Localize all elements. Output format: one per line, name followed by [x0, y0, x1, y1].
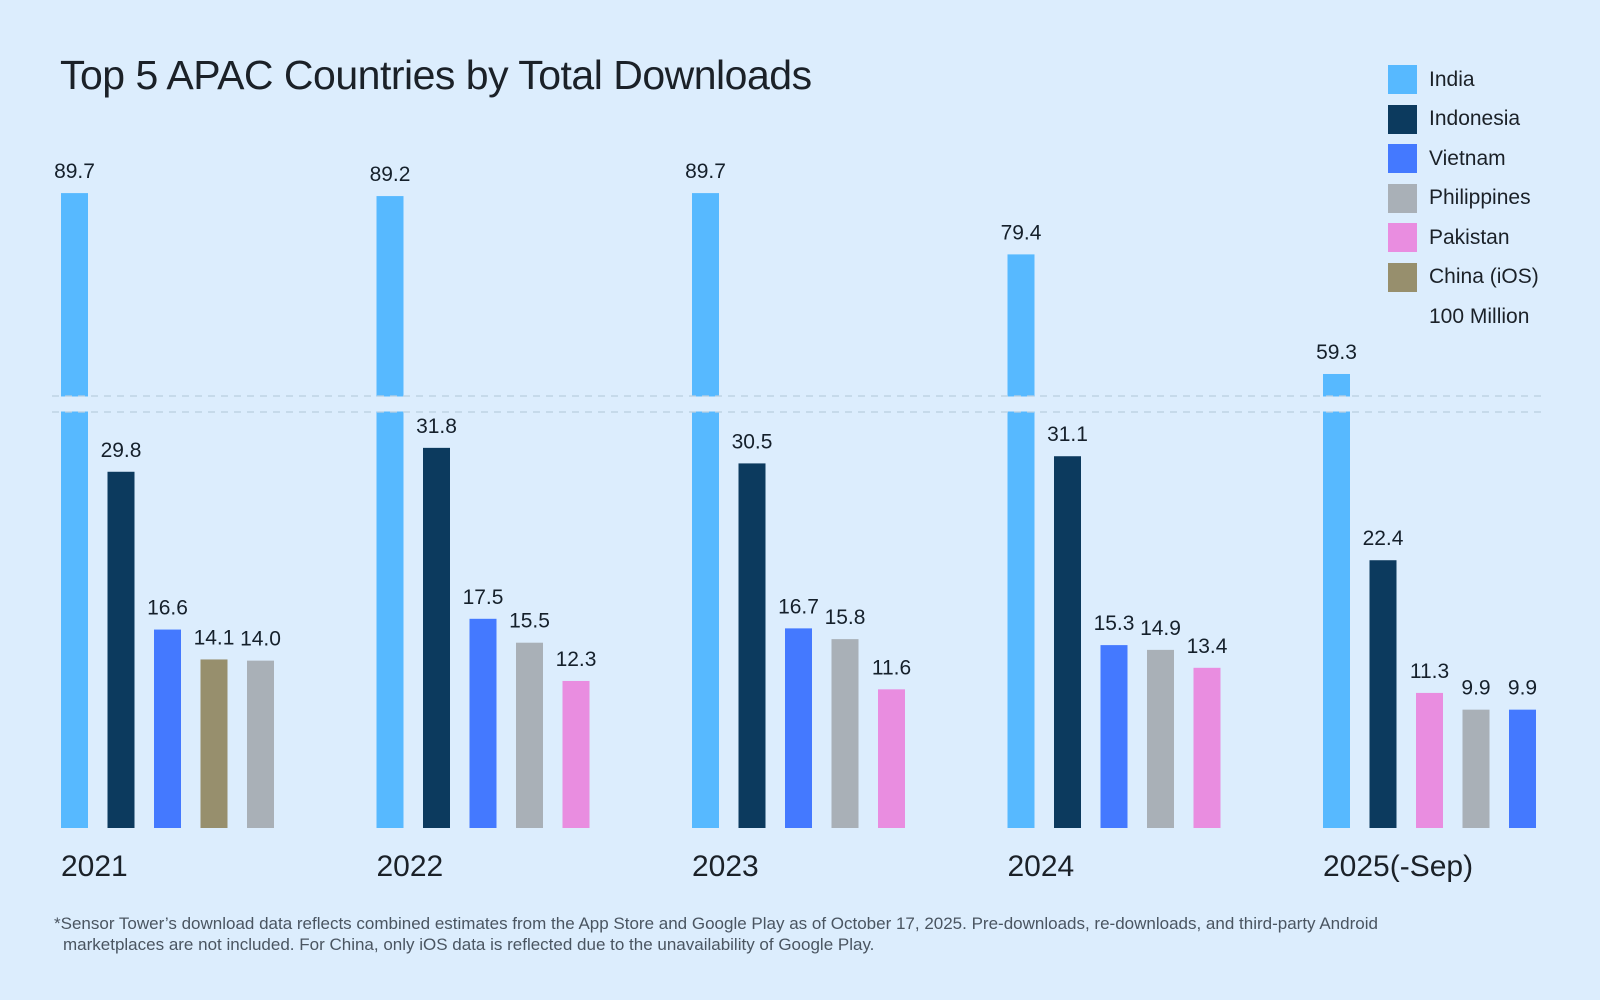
footnote-line-2: marketplaces are not included. For China…: [63, 935, 875, 954]
legend-label: Philippines: [1429, 186, 1531, 210]
bar-2024-philippines: [1147, 649, 1174, 828]
legend: India Indonesia Vietnam Philippines Paki…: [1388, 60, 1539, 336]
legend-label: Pakistan: [1429, 225, 1510, 249]
bar-2022-indonesia: [423, 447, 450, 828]
data-label: 14.1: [194, 626, 235, 649]
data-label: 14.0: [240, 628, 281, 651]
data-label: 29.8: [101, 439, 142, 462]
footnote: *Sensor Tower’s download data reflects c…: [54, 913, 1554, 955]
bar-2025Sep-indonesia: [1369, 560, 1397, 828]
legend-item-china-ios: China (iOS): [1388, 258, 1539, 298]
bar-2021-chinaios: [200, 659, 228, 828]
legend-item-philippines: Philippines: [1388, 179, 1539, 219]
data-label: 13.4: [1187, 635, 1228, 658]
bar-2021-philippines: [247, 660, 274, 828]
bar-2023-india: [692, 193, 719, 829]
data-label: 89.7: [54, 160, 95, 183]
x-tick-label: 2024: [1008, 850, 1075, 883]
x-tick-label: 2021: [61, 850, 128, 883]
bar-2021-indonesia: [107, 471, 135, 828]
data-label: 9.9: [1461, 677, 1490, 700]
bar-2021-india: [61, 193, 88, 829]
legend-item-pakistan: Pakistan: [1388, 218, 1539, 258]
bar-2024-pakistan: [1193, 667, 1221, 828]
legend-swatch-indonesia: [1388, 104, 1417, 134]
legend-label: India: [1429, 67, 1475, 91]
legend-swatch-vietnam: [1388, 144, 1417, 174]
bar-2022-pakistan: [562, 680, 590, 828]
legend-item-vietnam: Vietnam: [1388, 139, 1539, 179]
bar-2024-india: [1007, 254, 1035, 828]
x-tick-label: 2022: [377, 850, 444, 883]
data-label: 89.7: [685, 160, 726, 183]
legend-swatch-china-ios: [1388, 262, 1417, 292]
bar-2021-vietnam: [154, 629, 181, 828]
bar-2022-india: [376, 196, 404, 828]
data-label: 9.9: [1508, 677, 1537, 700]
x-tick-label: 2023: [692, 850, 759, 883]
legend-label: Vietnam: [1429, 146, 1506, 170]
axis-break-gap: [40, 396, 1550, 412]
data-label: 15.8: [825, 606, 866, 629]
data-label: 15.3: [1094, 612, 1135, 635]
legend-swatch-india: [1388, 65, 1417, 95]
data-label: 30.5: [732, 430, 773, 453]
legend-swatch-pakistan: [1388, 223, 1417, 253]
bar-2023-indonesia: [738, 463, 766, 828]
data-label: 59.3: [1316, 341, 1357, 364]
data-label: 89.2: [370, 163, 411, 186]
bar-2022-vietnam: [469, 618, 497, 828]
bar-2023-pakistan: [878, 689, 905, 828]
legend-label: China (iOS): [1429, 265, 1539, 289]
legend-item-india: India: [1388, 60, 1539, 100]
data-label: 14.9: [1140, 617, 1181, 640]
footnote-line-1: *Sensor Tower’s download data reflects c…: [54, 914, 1378, 933]
bar-2024-indonesia: [1054, 456, 1081, 828]
data-label: 16.6: [147, 597, 188, 620]
bar-2023-philippines: [831, 639, 859, 828]
data-label: 17.5: [463, 586, 504, 609]
data-label: 11.3: [1410, 660, 1449, 683]
data-label: 16.7: [778, 595, 819, 618]
bar-2023-vietnam: [785, 628, 812, 828]
bar-2025Sep-india: [1323, 373, 1350, 828]
unit-note: 100 Million: [1429, 304, 1530, 328]
legend-item-indonesia: Indonesia: [1388, 100, 1539, 140]
legend-swatch-philippines: [1388, 183, 1417, 213]
data-label: 22.4: [1363, 527, 1404, 550]
bar-2022-philippines: [516, 642, 543, 828]
bar-2025Sep-vietnam: [1509, 709, 1536, 828]
chart-title: Top 5 APAC Countries by Total Downloads: [60, 52, 812, 98]
legend-label: Indonesia: [1429, 107, 1521, 131]
x-tick-label: 2025(-Sep): [1323, 850, 1473, 883]
data-label: 31.1: [1047, 423, 1088, 446]
data-label: 11.6: [872, 656, 911, 679]
bar-2025Sep-philippines: [1462, 709, 1490, 828]
data-label: 15.5: [509, 610, 550, 633]
data-label: 31.8: [416, 415, 457, 438]
bar-2025Sep-pakistan: [1416, 692, 1443, 828]
data-label: 79.4: [1001, 221, 1042, 244]
bar-2024-vietnam: [1100, 645, 1128, 828]
data-label: 12.3: [556, 648, 597, 671]
